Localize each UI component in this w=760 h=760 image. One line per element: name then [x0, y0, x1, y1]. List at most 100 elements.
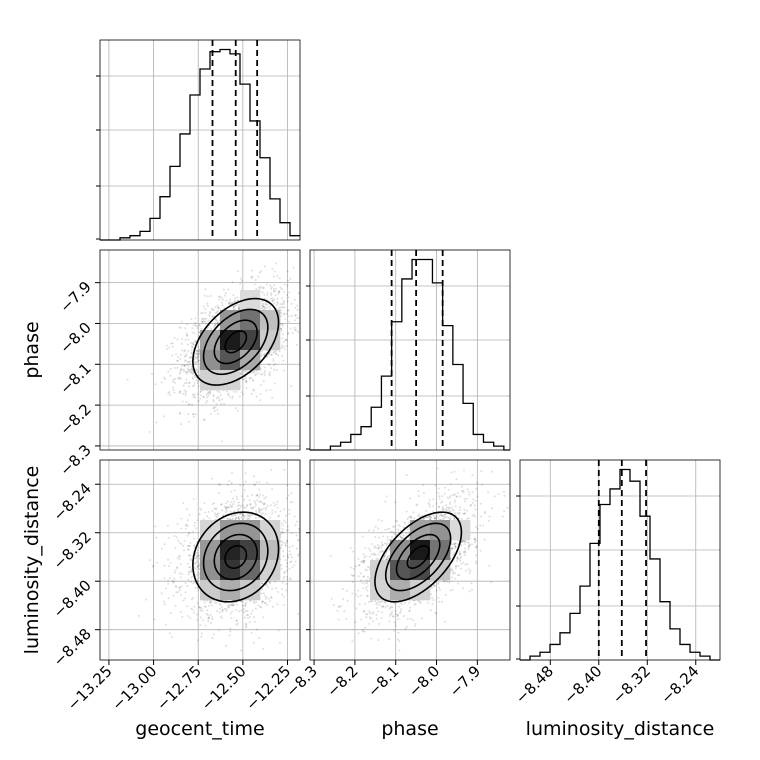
scatter-point: [185, 401, 188, 404]
scatter-point: [349, 547, 352, 550]
scatter-point: [276, 506, 279, 509]
scatter-point: [337, 618, 340, 621]
scatter-point: [190, 370, 193, 373]
scatter-point: [171, 579, 174, 582]
scatter-point: [284, 514, 287, 517]
scatter-point: [235, 623, 238, 626]
scatter-point: [230, 617, 233, 620]
scatter-point: [196, 574, 199, 577]
scatter-point: [436, 467, 439, 470]
scatter-point: [215, 601, 218, 604]
density-cell: [240, 290, 261, 311]
scatter-point: [192, 497, 195, 500]
scatter-point: [260, 307, 263, 310]
scatter-point: [155, 536, 158, 539]
scatter-point: [197, 385, 200, 388]
scatter-point: [180, 320, 183, 323]
scatter-point: [228, 634, 231, 637]
scatter-point: [152, 565, 155, 568]
scatter-point: [183, 355, 186, 358]
scatter-point: [189, 370, 192, 373]
scatter-point: [261, 305, 264, 308]
scatter-point: [196, 554, 199, 557]
scatter-point: [194, 368, 197, 371]
scatter-point: [219, 393, 222, 396]
scatter-point: [206, 295, 209, 298]
scatter-point: [179, 371, 182, 374]
scatter-point: [283, 468, 286, 471]
scatter-point: [192, 413, 195, 416]
scatter-point: [190, 607, 193, 610]
scatter-point: [179, 576, 182, 579]
scatter-point: [275, 303, 278, 306]
scatter-point: [231, 503, 234, 506]
scatter-point: [281, 303, 284, 306]
scatter-point: [274, 294, 277, 297]
scatter-point: [272, 357, 275, 360]
scatter-point: [293, 328, 296, 331]
scatter-point: [229, 627, 232, 630]
scatter-point: [218, 611, 221, 614]
scatter-point: [156, 561, 159, 564]
scatter-point: [218, 391, 221, 394]
scatter-point: [396, 613, 399, 616]
scatter-point: [219, 615, 222, 618]
scatter-point: [197, 345, 200, 348]
scatter-point: [229, 510, 232, 513]
scatter-point: [254, 504, 257, 507]
scatter-point: [246, 503, 249, 506]
scatter-point: [475, 487, 478, 490]
scatter-point: [282, 302, 285, 305]
scatter-point: [193, 374, 196, 377]
scatter-point: [148, 430, 151, 433]
scatter-point: [229, 612, 232, 615]
joint-content: [138, 468, 306, 652]
scatter-point: [162, 415, 165, 418]
scatter-point: [235, 608, 238, 611]
scatter-point: [219, 607, 222, 610]
scatter-point: [195, 527, 198, 530]
scatter-point: [184, 392, 187, 395]
scatter-point: [386, 538, 389, 541]
scatter-point: [232, 510, 235, 513]
scatter-point: [191, 331, 194, 334]
scatter-point: [287, 296, 290, 299]
scatter-point: [464, 512, 467, 515]
scatter-point: [277, 292, 280, 295]
contour-line: [192, 297, 280, 386]
scatter-point: [272, 360, 275, 363]
scatter-point: [254, 502, 257, 505]
scatter-point: [290, 560, 293, 563]
scatter-point: [468, 572, 471, 575]
scatter-point: [224, 294, 227, 297]
scatter-point: [250, 514, 253, 517]
scatter-point: [169, 561, 172, 564]
scatter-point: [259, 500, 262, 503]
scatter-point: [203, 418, 206, 421]
scatter-point: [171, 342, 174, 345]
scatter-point: [258, 637, 261, 640]
scatter-point: [457, 558, 460, 561]
scatter-point: [186, 370, 189, 373]
scatter-point: [196, 349, 199, 352]
scatter-point: [181, 364, 184, 367]
scatter-point: [216, 322, 219, 325]
scatter-point: [363, 559, 366, 562]
density-cell: [220, 310, 241, 331]
scatter-point: [269, 374, 272, 377]
scatter-point: [198, 546, 201, 549]
scatter-point: [261, 350, 264, 353]
scatter-point: [285, 583, 288, 586]
scatter-point: [269, 595, 272, 598]
scatter-point: [180, 585, 183, 588]
scatter-point: [178, 554, 181, 557]
scatter-point: [198, 507, 201, 510]
scatter-point: [209, 412, 212, 415]
scatter-point: [304, 600, 306, 602]
scatter-point: [367, 529, 370, 532]
scatter-point: [272, 275, 275, 278]
scatter-point: [216, 513, 219, 516]
scatter-point: [196, 354, 199, 357]
scatter-point: [291, 501, 294, 504]
scatter-point: [197, 553, 200, 556]
